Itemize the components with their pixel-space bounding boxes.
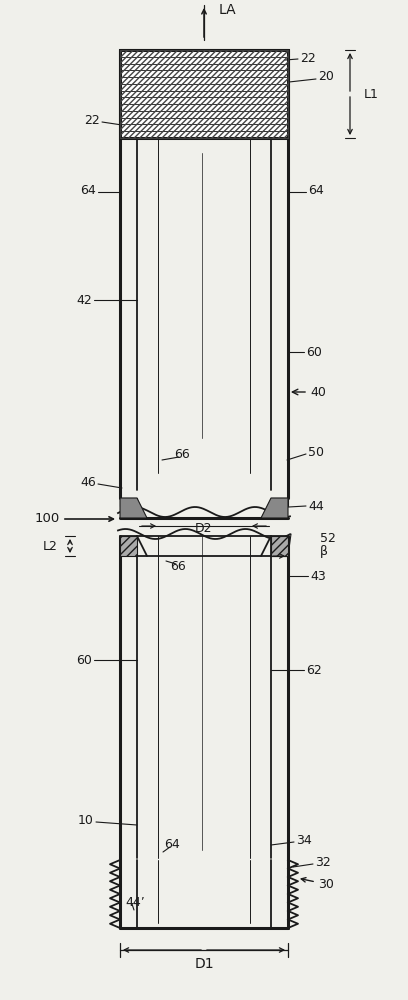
Bar [120, 498, 137, 506]
Text: β: β [320, 544, 328, 558]
Text: 22: 22 [84, 113, 100, 126]
Polygon shape [120, 498, 147, 518]
Text: 50: 50 [308, 446, 324, 458]
Polygon shape [261, 498, 288, 518]
Text: LA: LA [219, 3, 237, 17]
Bar [120, 536, 137, 556]
Bar [120, 138, 138, 140]
Text: 46: 46 [80, 476, 96, 488]
Text: 43: 43 [310, 570, 326, 582]
Text: 22: 22 [300, 51, 316, 64]
Bar [271, 498, 288, 506]
Text: 100: 100 [35, 512, 60, 526]
Text: 66: 66 [174, 448, 190, 462]
Text: 44: 44 [308, 499, 324, 512]
Text: D1: D1 [194, 957, 214, 971]
Text: D2: D2 [195, 522, 213, 534]
Text: 52: 52 [320, 532, 336, 544]
Text: 60: 60 [306, 346, 322, 359]
Text: 32: 32 [315, 856, 331, 868]
Text: 60: 60 [76, 654, 92, 666]
Text: 64: 64 [308, 184, 324, 196]
Text: 20: 20 [318, 70, 334, 83]
Text: 44’: 44’ [125, 896, 145, 908]
Text: L2: L2 [43, 540, 58, 552]
Text: 64: 64 [80, 184, 96, 196]
Text: 64: 64 [164, 838, 180, 852]
Text: 40: 40 [310, 385, 326, 398]
Bar [120, 50, 288, 138]
Bar [271, 536, 288, 556]
Bar [120, 50, 288, 138]
Text: L1: L1 [364, 88, 379, 101]
Text: 30: 30 [318, 878, 334, 890]
Text: 10: 10 [78, 814, 94, 826]
Text: 62: 62 [306, 664, 322, 676]
Text: 34: 34 [296, 834, 312, 846]
Text: 66: 66 [170, 560, 186, 572]
Text: 42: 42 [76, 294, 92, 306]
